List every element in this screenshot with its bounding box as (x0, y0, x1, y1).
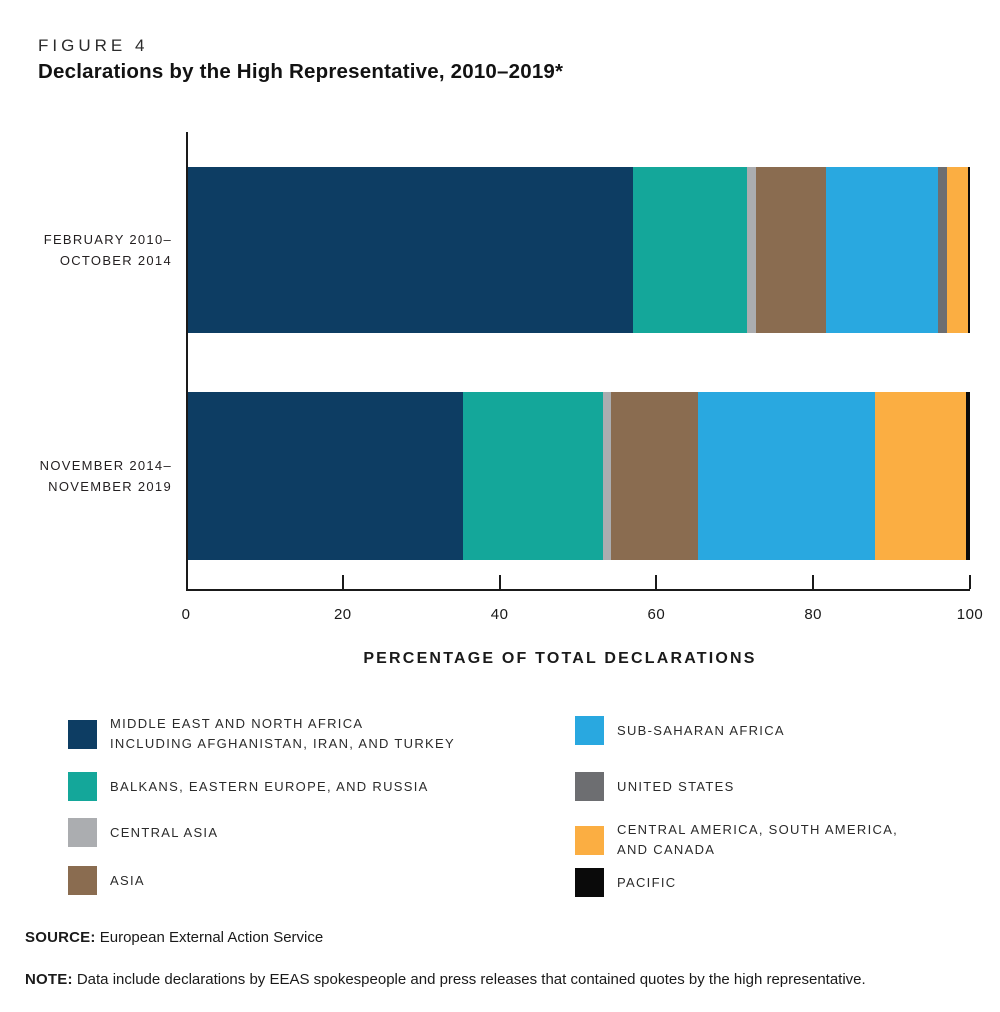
legend-label-line: MIDDLE EAST AND NORTH AFRICA (110, 716, 364, 731)
legend-swatch-pacific (575, 868, 604, 897)
y-axis-line (186, 132, 188, 591)
bar-segment-sub-saharan-africa (697, 392, 875, 560)
x-tick-80 (812, 575, 815, 589)
stacked-bar-1 (188, 392, 970, 560)
legend-label-balkans: BALKANS, EASTERN EUROPE, AND RUSSIA (110, 777, 429, 797)
bar-segment-mena (188, 167, 633, 333)
note-line: NOTE: Data include declarations by EEAS … (25, 971, 866, 988)
legend-swatch-balkans (68, 772, 97, 801)
legend-item-balkans: BALKANS, EASTERN EUROPE, AND RUSSIA (68, 772, 429, 801)
note-text: Data include declarations by EEAS spokes… (76, 971, 866, 988)
legend-label-line: ASIA (110, 872, 145, 888)
note-label: NOTE: (25, 971, 73, 988)
legend-swatch-mena (68, 719, 97, 749)
legend-item-mena: MIDDLE EAST AND NORTH AFRICA INCLUDING AF… (68, 714, 455, 754)
x-tick-label-20: 20 (333, 606, 352, 623)
legend-item-central-south-america-canada: CENTRAL AMERICA, SOUTH AMERICA, AND CANAD… (575, 820, 898, 860)
bar-segment-united-states (937, 167, 947, 333)
x-tick-100 (969, 575, 971, 589)
bar-segment-sub-saharan-africa (826, 167, 938, 333)
bar-segment-mena (188, 392, 464, 560)
x-tick-60 (655, 575, 658, 589)
legend-label-line: INCLUDING AFGHANISTAN, IRAN, AND TURKEY (110, 736, 455, 751)
legend-item-central-asia: CENTRAL ASIA (68, 818, 218, 847)
legend-label-united-states: UNITED STATES (617, 777, 735, 797)
source-text: European External Action Service (99, 929, 324, 946)
category-label-0: FEBRUARY 2010– OCTOBER 2014 (44, 229, 172, 271)
legend-label-sub-saharan-africa: SUB-SAHARAN AFRICA (617, 721, 785, 741)
legend-label-line: UNITED STATES (617, 778, 735, 794)
x-tick-20 (341, 575, 344, 589)
bar-segment-asia (755, 167, 827, 333)
legend-item-asia: ASIA (68, 866, 145, 895)
figure-title: Declarations by the High Representative,… (38, 60, 564, 83)
category-label-1: NOVEMBER 2014– NOVEMBER 2019 (40, 455, 172, 497)
x-tick-label-100: 100 (956, 606, 984, 623)
category-label-line: OCTOBER 2014 (59, 253, 172, 268)
legend-label-central-asia: CENTRAL ASIA (110, 823, 218, 843)
legend-swatch-united-states (575, 772, 604, 801)
legend-label-pacific: PACIFIC (617, 873, 676, 893)
category-label-line: NOVEMBER 2014– (39, 458, 172, 473)
x-tick-label-40: 40 (490, 606, 509, 623)
legend-item-united-states: UNITED STATES (575, 772, 735, 801)
bar-segment-central-asia (603, 392, 612, 560)
legend-label-line: PACIFIC (617, 874, 677, 890)
x-tick-label-60: 60 (647, 606, 666, 623)
x-axis-title: PERCENTAGE OF TOTAL DECLARATIONS (363, 650, 757, 667)
x-tick-40 (498, 575, 501, 589)
source-line: SOURCE: European External Action Service (25, 929, 323, 946)
legend-swatch-asia (68, 866, 97, 895)
source-label: SOURCE: (25, 929, 96, 946)
bar-segment-central-asia (747, 167, 756, 333)
plot-area (186, 132, 971, 591)
legend-label-line: SUB-SAHARAN AFRICA (617, 722, 785, 738)
legend-item-pacific: PACIFIC (575, 868, 676, 897)
legend-swatch-central-asia (68, 818, 97, 847)
legend-swatch-central-south-america-canada (575, 825, 604, 855)
figure-label: FIGURE 4 (38, 36, 149, 55)
x-tick-label-80: 80 (804, 606, 823, 623)
bar-segment-asia (611, 392, 698, 560)
legend-label-central-south-america-canada: CENTRAL AMERICA, SOUTH AMERICA, AND CANAD… (617, 820, 898, 860)
category-label-line: NOVEMBER 2019 (48, 479, 172, 494)
bar-segment-central-south-america-canada (946, 167, 968, 333)
bar-segment-balkans (632, 167, 748, 333)
bar-segment-pacific (967, 167, 970, 333)
legend-label-asia: ASIA (110, 871, 145, 891)
x-tick-label-0: 0 (181, 606, 191, 623)
bar-segment-pacific (966, 392, 970, 560)
x-axis-tick-labels: 0 20 40 60 80 100 (182, 606, 983, 626)
legend-swatch-sub-saharan-africa (575, 716, 604, 745)
legend-label-line: CENTRAL AMERICA, SOUTH AMERICA, (617, 822, 899, 837)
legend-label-line: BALKANS, EASTERN EUROPE, AND RUSSIA (110, 778, 429, 794)
legend-label-line: CENTRAL ASIA (110, 824, 219, 840)
x-axis-line (186, 589, 970, 591)
stacked-bar-0 (188, 167, 970, 333)
legend-label-line: AND CANADA (617, 842, 716, 857)
category-label-line: FEBRUARY 2010– (43, 232, 172, 247)
bar-segment-balkans (463, 392, 604, 560)
legend-item-sub-saharan-africa: SUB-SAHARAN AFRICA (575, 716, 785, 745)
legend-label-mena: MIDDLE EAST AND NORTH AFRICA INCLUDING AF… (110, 714, 455, 754)
bar-segment-central-south-america-canada (874, 392, 967, 560)
